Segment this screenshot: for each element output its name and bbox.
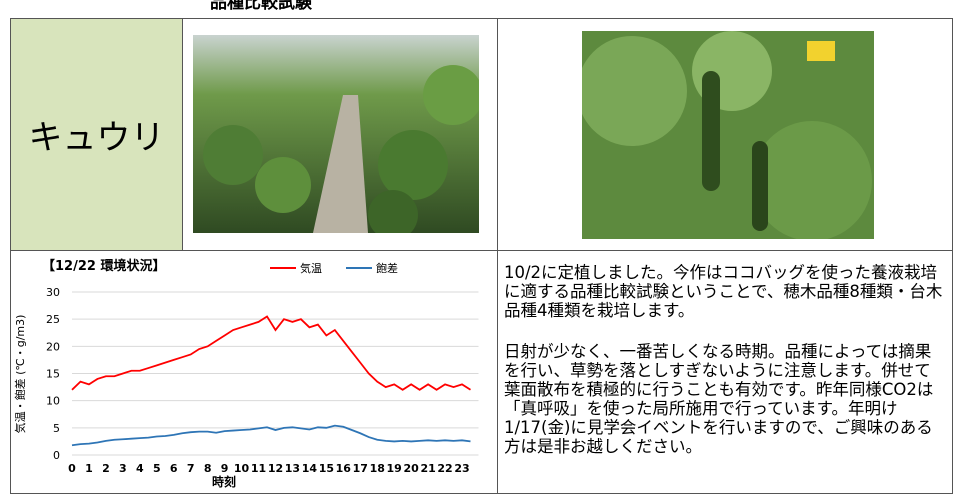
data-line xyxy=(72,426,471,446)
x-tick-label: 0 xyxy=(68,462,76,475)
x-tick-label: 6 xyxy=(170,462,178,475)
photo-cell xyxy=(497,18,953,251)
x-tick-label: 14 xyxy=(302,462,318,475)
y-tick-label: 10 xyxy=(46,395,60,408)
x-tick-label: 18 xyxy=(370,462,385,475)
x-tick-label: 8 xyxy=(204,462,212,475)
x-tick-label: 10 xyxy=(234,462,250,475)
y-tick-label: 15 xyxy=(46,368,60,381)
photo-cell xyxy=(182,18,498,251)
x-tick-label: 16 xyxy=(336,462,352,475)
paragraph: 10/2に定植しました。今作はココバッグを使った養液栽培に適する品種比較試験とい… xyxy=(504,263,944,320)
x-tick-label: 15 xyxy=(319,462,334,475)
y-tick-label: 5 xyxy=(53,422,60,435)
heading: 品種比較試験 xyxy=(210,0,312,13)
x-tick-label: 3 xyxy=(119,462,127,475)
x-tick-label: 17 xyxy=(353,462,368,475)
x-tick-label: 5 xyxy=(153,462,161,475)
y-tick-label: 30 xyxy=(46,286,60,299)
notes-cell: 10/2に定植しました。今作はココバッグを使った養液栽培に適する品種比較試験とい… xyxy=(497,250,953,494)
x-tick-label: 2 xyxy=(102,462,110,475)
photo-greenhouse xyxy=(193,35,479,233)
x-tick-label: 13 xyxy=(285,462,300,475)
y-tick-label: 20 xyxy=(46,340,60,353)
chart: 【12/22 環境状況】 時刻 気温・飽差 (℃・g/m3) 051015202… xyxy=(12,252,496,492)
page: 品種比較試験 キュウリ 【12/22 環境状況】 時刻 気温・飽差 (℃・g/m… xyxy=(0,0,953,494)
notes: 10/2に定植しました。今作はココバッグを使った養液栽培に適する品種比較試験とい… xyxy=(504,263,944,478)
photo-cucumber xyxy=(582,31,874,239)
y-tick-label: 0 xyxy=(53,449,60,462)
chart-title: 【12/22 環境状況】 xyxy=(42,258,165,274)
x-axis-label: 時刻 xyxy=(212,474,236,489)
x-tick-label: 7 xyxy=(187,462,195,475)
data-line xyxy=(72,316,471,389)
x-tick-label: 9 xyxy=(221,462,229,475)
y-tick-label: 25 xyxy=(46,313,60,326)
x-tick-label: 21 xyxy=(420,462,435,475)
crop-name: キュウリ xyxy=(10,18,183,251)
x-tick-label: 19 xyxy=(387,462,402,475)
y-axis-label: 気温・飽差 (℃・g/m3) xyxy=(13,315,27,434)
paragraph: 日射が少なく、一番苦しくなる時期。品種によっては摘果を行い、草勢を落としすぎない… xyxy=(504,342,944,456)
legend-label: 気温 xyxy=(300,261,322,275)
x-tick-label: 11 xyxy=(251,462,266,475)
x-tick-label: 22 xyxy=(437,462,452,475)
x-tick-label: 23 xyxy=(454,462,469,475)
x-tick-label: 12 xyxy=(268,462,283,475)
x-tick-label: 4 xyxy=(136,462,144,475)
x-tick-label: 20 xyxy=(403,462,419,475)
x-tick-label: 1 xyxy=(85,462,93,475)
legend-label: 飽差 xyxy=(376,261,398,275)
